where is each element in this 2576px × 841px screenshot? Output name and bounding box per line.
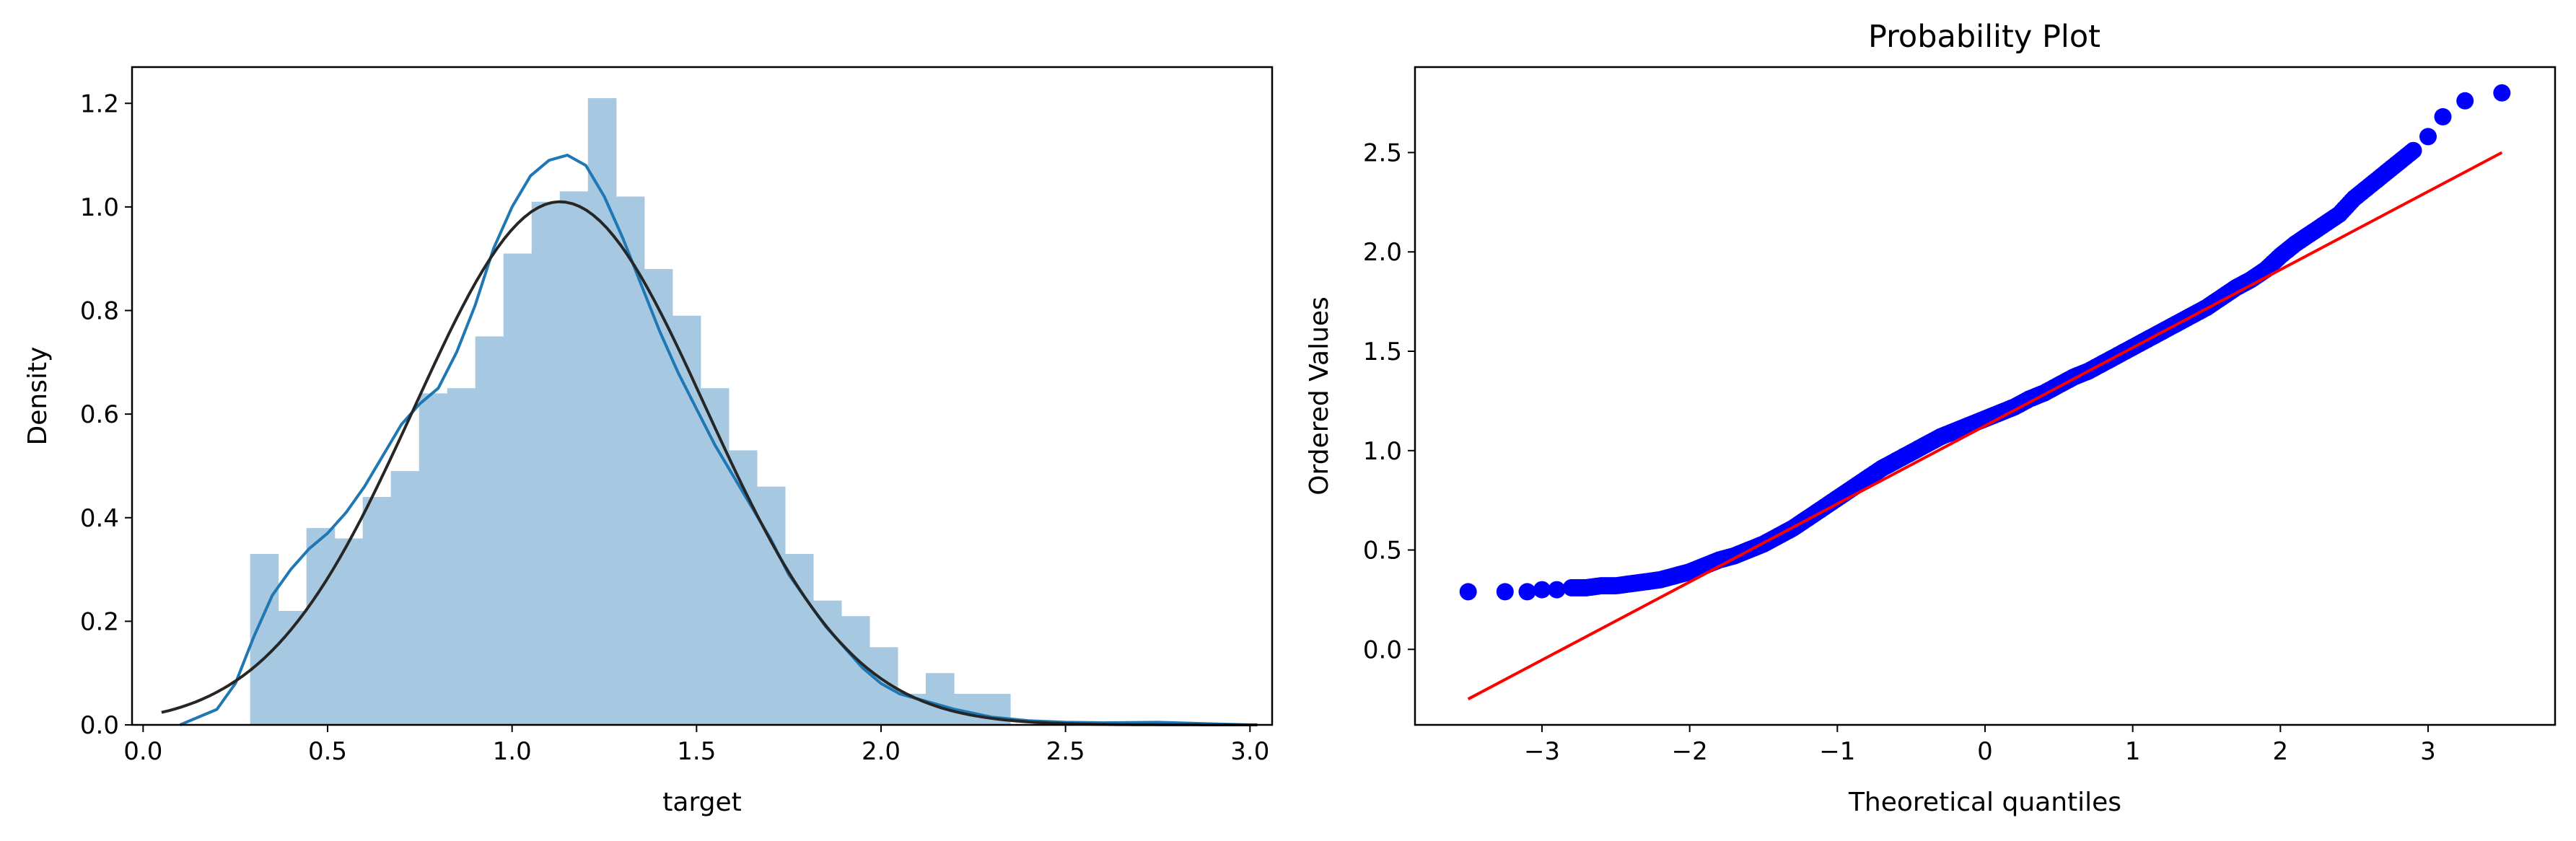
histogram-bar xyxy=(475,336,504,725)
histogram-bar xyxy=(447,388,476,725)
right-x-axis-label: Theoretical quantiles xyxy=(1848,788,2121,817)
histogram-bar xyxy=(390,471,420,725)
histogram-bar xyxy=(784,554,814,725)
y-tick-label: 0.0 xyxy=(80,711,119,740)
y-tick-label: 1.2 xyxy=(80,89,119,118)
x-tick-label: 1 xyxy=(2125,737,2141,766)
histogram-bar xyxy=(362,497,392,725)
x-tick-label: 1.5 xyxy=(677,737,716,766)
density-histogram-chart: 0.0 0.5 1.0 1.5 2.0 2.5 3.0 0.0 0.2 0.4 0.6 0.8 1.0… xyxy=(23,66,1274,817)
x-tick-label: 2.0 xyxy=(862,737,901,766)
y-tick-label: 0.4 xyxy=(80,504,119,533)
fit-line-segment xyxy=(1467,151,2503,700)
x-tick-label: 0.5 xyxy=(308,737,347,766)
histogram-bar xyxy=(644,269,673,725)
data-point xyxy=(2404,141,2422,159)
data-point xyxy=(2419,128,2437,146)
x-tick-label: 2.5 xyxy=(1046,737,1085,766)
histogram-bar xyxy=(306,528,336,725)
histogram-bar xyxy=(559,191,589,726)
x-tick-label: 2 xyxy=(2273,737,2289,766)
data-point xyxy=(1496,583,1514,601)
x-tick-label: 0.0 xyxy=(123,737,162,766)
x-tick-label: −1 xyxy=(1819,737,1855,766)
data-point xyxy=(1548,581,1566,599)
right-y-axis-label: Ordered Values xyxy=(1305,296,1334,496)
y-tick-label: 0.0 xyxy=(1363,635,1402,664)
left-x-ticks: 0.0 0.5 1.0 1.5 2.0 2.5 3.0 xyxy=(123,725,1269,766)
histogram-bar xyxy=(531,201,561,726)
histogram-bar xyxy=(728,450,758,725)
data-point xyxy=(2434,107,2452,126)
left-y-axis-label: Density xyxy=(23,347,53,446)
data-point xyxy=(1459,583,1477,601)
y-tick-label: 2.5 xyxy=(1363,138,1402,167)
histogram-bar xyxy=(334,538,364,725)
right-y-ticks: 0.0 0.5 1.0 1.5 2.0 2.5 xyxy=(1363,138,1415,664)
histogram-bar xyxy=(587,98,617,725)
histogram-bar xyxy=(925,673,955,725)
x-tick-label: 0 xyxy=(1977,737,1993,766)
right-chart-title: Probability Plot xyxy=(1868,19,2100,55)
y-tick-label: 1.0 xyxy=(1363,437,1402,466)
y-tick-label: 2.0 xyxy=(1363,238,1402,267)
x-tick-label: 3.0 xyxy=(1230,737,1269,766)
left-axes-frame xyxy=(131,66,1274,726)
y-tick-label: 0.6 xyxy=(80,400,119,429)
data-point xyxy=(2456,92,2474,110)
density-curves xyxy=(161,154,1258,726)
histogram-bar xyxy=(503,253,533,726)
histogram-bar xyxy=(812,600,842,725)
x-tick-label: 3 xyxy=(2420,737,2436,766)
histogram-bar xyxy=(250,554,279,725)
data-point xyxy=(2493,84,2511,102)
left-x-axis-label: target xyxy=(662,788,741,817)
probability-plot-chart: Probability Plot −3 −2 −1 0 1 2 3 0.0 0.5 1.0 1.5… xyxy=(1305,19,2557,817)
histogram-bar xyxy=(700,388,730,725)
fit-line xyxy=(1467,151,2503,700)
y-tick-label: 1.0 xyxy=(80,193,119,222)
right-x-ticks: −3 −2 −1 0 1 2 3 xyxy=(1524,725,2436,766)
normal-fit-curve xyxy=(161,200,1258,726)
histogram-bar xyxy=(419,393,448,725)
y-tick-label: 0.5 xyxy=(1363,537,1402,565)
data-point xyxy=(1518,583,1536,601)
histogram-bars xyxy=(250,98,1011,726)
y-tick-label: 0.2 xyxy=(80,607,119,636)
histogram-bar xyxy=(672,315,701,726)
ordered-value-points xyxy=(1459,84,2511,601)
y-tick-label: 0.8 xyxy=(80,297,119,326)
left-y-ticks: 0.0 0.2 0.4 0.6 0.8 1.0 1.2 xyxy=(80,89,132,740)
data-point xyxy=(1533,581,1551,599)
x-tick-label: −2 xyxy=(1672,737,1708,766)
y-tick-label: 1.5 xyxy=(1363,338,1402,366)
x-tick-label: −3 xyxy=(1524,737,1560,766)
x-tick-label: 1.0 xyxy=(493,737,532,766)
